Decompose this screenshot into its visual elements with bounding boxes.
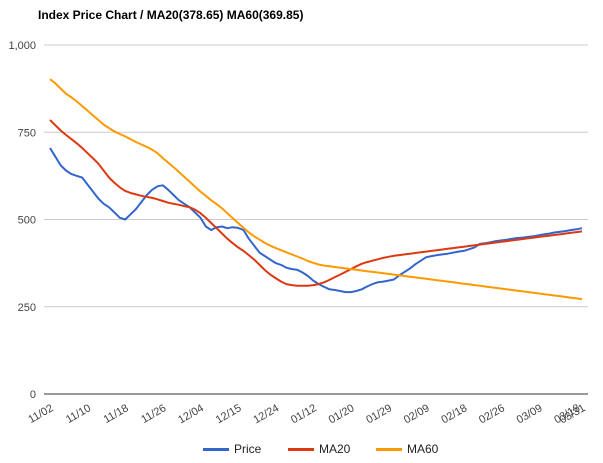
y-axis-ticks: 0 250 500 750 1,000 bbox=[8, 40, 36, 401]
legend-label-ma60: MA60 bbox=[407, 442, 439, 456]
x-tick-label: 11/02 bbox=[26, 402, 55, 426]
x-tick-label: 12/24 bbox=[251, 402, 281, 426]
legend-label-ma20: MA20 bbox=[319, 442, 351, 456]
y-tick-label: 250 bbox=[18, 302, 36, 314]
x-tick-label: 12/15 bbox=[214, 402, 244, 426]
series-lines bbox=[49, 78, 583, 301]
chart-title: Index Price Chart / MA20(378.65) MA60(36… bbox=[38, 8, 304, 22]
x-tick-label: 02/09 bbox=[402, 402, 432, 426]
series-line-ma20 bbox=[49, 119, 583, 287]
x-tick-label: 01/29 bbox=[364, 402, 394, 426]
x-tick-label: 11/18 bbox=[102, 402, 131, 426]
x-tick-label: 01/12 bbox=[289, 402, 319, 426]
x-tick-label: 11/10 bbox=[64, 402, 93, 426]
series-line-price bbox=[49, 147, 583, 294]
legend-item-price: Price bbox=[203, 442, 261, 456]
x-tick-label: 01/20 bbox=[327, 402, 357, 426]
x-tick-label: 02/18 bbox=[439, 402, 469, 426]
gridlines bbox=[44, 44, 588, 395]
y-tick-label: 750 bbox=[18, 127, 36, 139]
y-tick-label: 500 bbox=[18, 215, 36, 227]
legend-swatch-ma20 bbox=[288, 447, 314, 451]
series-line-ma60 bbox=[49, 78, 583, 301]
x-axis-ticks: 11/02 11/10 11/18 11/26 12/04 12/15 12/24 01/12… bbox=[26, 402, 587, 426]
x-tick-label: 03/09 bbox=[515, 402, 545, 426]
legend-label-price: Price bbox=[234, 442, 262, 456]
legend-swatch-ma60 bbox=[376, 447, 402, 451]
legend-item-ma60: MA60 bbox=[376, 442, 438, 456]
x-tick-label: 12/04 bbox=[176, 402, 206, 426]
x-tick-label: 02/26 bbox=[477, 402, 507, 426]
legend-item-ma20: MA20 bbox=[288, 442, 350, 456]
y-tick-label: 0 bbox=[30, 389, 36, 401]
legend-swatch-price bbox=[203, 447, 229, 451]
x-tick-label: 11/26 bbox=[139, 402, 168, 426]
y-tick-label: 1,000 bbox=[8, 40, 36, 52]
